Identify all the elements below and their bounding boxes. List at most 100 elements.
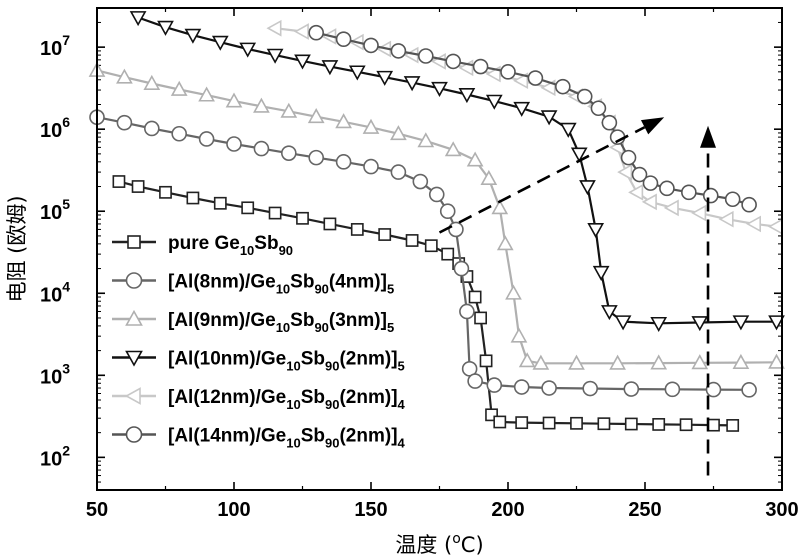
data-point [407, 235, 418, 246]
data-point [419, 49, 433, 63]
data-point [720, 212, 733, 226]
y-tick-label: 103 [40, 360, 70, 388]
data-point [480, 355, 491, 366]
data-point [309, 26, 323, 40]
data-point [297, 213, 308, 224]
tick-labels: 50100150200250300102103104105106107 [40, 32, 799, 521]
data-point [561, 124, 575, 137]
data-point [449, 222, 463, 236]
legend-marker [127, 273, 142, 288]
legend-entry-4: [Al(10nm)/Ge10Sb90(2nm)]5 [112, 349, 405, 374]
y-axis-label: 电阻 (欧姆) [5, 195, 29, 302]
data-point [660, 181, 674, 195]
data-point [542, 111, 556, 124]
data-point [704, 189, 718, 203]
data-point [681, 419, 692, 430]
legend-entry-2: [Al(8nm)/Ge10Sb90(4nm)]5 [112, 272, 394, 297]
data-point [571, 418, 582, 429]
data-point [520, 354, 534, 367]
data-point [187, 192, 198, 203]
data-point [622, 151, 636, 165]
data-point [379, 229, 390, 240]
data-point [516, 417, 527, 428]
data-point [468, 374, 482, 388]
data-point [770, 220, 783, 234]
data-point [215, 198, 226, 209]
data-point [544, 417, 555, 428]
x-tick-label: 150 [354, 499, 387, 521]
data-point [296, 25, 309, 39]
data-point [160, 187, 171, 198]
data-point [748, 217, 761, 231]
data-point [742, 383, 756, 397]
data-point [556, 80, 570, 94]
trend-arrow-head [700, 126, 716, 148]
legend-label: [Al(10nm)/Ge10Sb90(2nm)]5 [168, 349, 405, 374]
data-point [282, 146, 296, 160]
data-point [352, 224, 363, 235]
trend-arrow-head [641, 117, 664, 134]
legend-label: [Al(14nm)/Ge10Sb90(2nm)]4 [168, 426, 406, 451]
data-point [594, 267, 608, 280]
data-point [364, 160, 378, 174]
y-tick-label: 104 [40, 278, 70, 306]
y-tick-label: 102 [40, 442, 70, 470]
x-tick-label: 300 [765, 499, 798, 521]
legend-label: [Al(9nm)/Ge10Sb90(3nm)]5 [168, 310, 394, 335]
legend-label: [Al(8nm)/Ge10Sb90(4nm)]5 [168, 272, 394, 297]
series-line [316, 33, 749, 205]
data-point [364, 38, 378, 52]
data-point [460, 304, 474, 318]
data-point [506, 286, 520, 299]
legend-marker [127, 389, 141, 404]
data-point [682, 185, 696, 199]
data-point [454, 262, 468, 276]
data-point [309, 151, 323, 165]
data-point [578, 90, 592, 104]
legend-entry-3: [Al(9nm)/Ge10Sb90(3nm)]5 [112, 310, 394, 335]
data-point [324, 218, 335, 229]
data-point [598, 418, 609, 429]
data-point [727, 420, 738, 431]
y-tick-label: 107 [40, 32, 70, 60]
data-point [487, 378, 501, 392]
x-tick-label: 100 [217, 499, 250, 521]
data-point [337, 32, 351, 46]
data-point [391, 165, 405, 179]
data-point [227, 137, 241, 151]
data-point [591, 101, 605, 115]
data-point [172, 127, 186, 141]
data-point [254, 142, 268, 156]
data-point [708, 420, 719, 431]
data-point [726, 192, 740, 206]
data-point [113, 176, 124, 187]
data-point [270, 207, 281, 218]
data-point [117, 116, 131, 130]
data-point [475, 312, 486, 323]
legend-entry-1: pure Ge10Sb90 [112, 233, 293, 258]
data-point [501, 65, 515, 79]
data-point [242, 202, 253, 213]
data-point [602, 306, 616, 319]
data-point [693, 206, 706, 220]
data-point [630, 185, 643, 199]
data-point [426, 240, 437, 251]
data-point [528, 71, 542, 85]
data-point [442, 249, 453, 260]
data-point [665, 382, 679, 396]
series-6 [309, 26, 756, 212]
data-point [468, 153, 482, 166]
x-tick-label: 200 [491, 499, 524, 521]
data-point [430, 187, 444, 201]
data-point [580, 181, 594, 194]
legend-marker [127, 427, 142, 442]
data-point [602, 116, 616, 130]
x-tick-label: 250 [628, 499, 661, 521]
legend-entry-5: [Al(12nm)/Ge10Sb90(2nm)]4 [112, 387, 406, 412]
data-point [268, 21, 281, 35]
data-point [446, 54, 460, 68]
legend-label: [Al(12nm)/Ge10Sb90(2nm)]4 [168, 387, 406, 412]
data-point [643, 176, 657, 190]
legend-entry-6: [Al(14nm)/Ge10Sb90(2nm)]4 [112, 426, 406, 451]
data-point [653, 419, 664, 430]
